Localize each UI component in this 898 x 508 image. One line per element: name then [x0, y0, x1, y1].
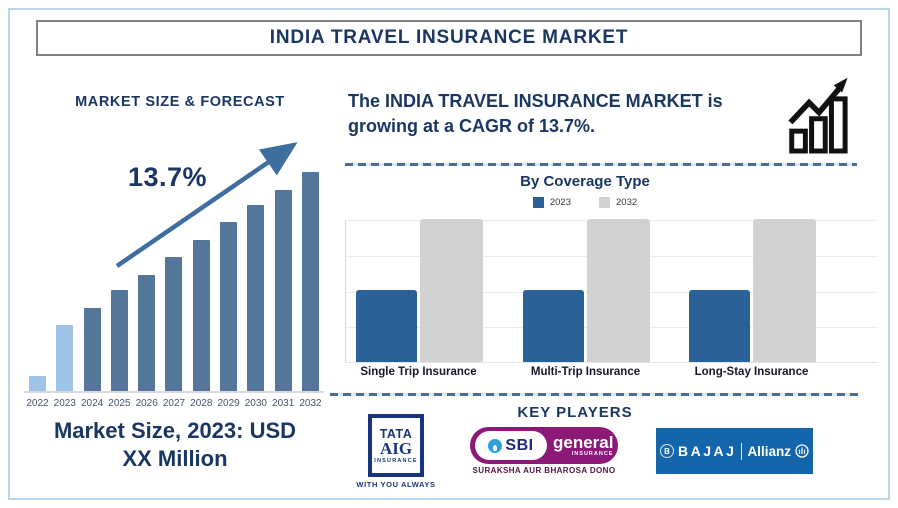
coverage-chart-title: By Coverage Type [520, 173, 650, 190]
forecast-year-label: 2028 [190, 398, 213, 409]
coverage-group [356, 219, 483, 362]
forecast-bar-slot [79, 120, 106, 391]
forecast-bars [24, 120, 324, 393]
forecast-year-label: 2030 [244, 398, 267, 409]
coverage-group [523, 219, 650, 362]
forecast-bar-2024 [83, 308, 101, 391]
page-title: INDIA TRAVEL INSURANCE MARKET [269, 27, 629, 48]
market-size-note: Market Size, 2023: USD XX Million [18, 417, 332, 473]
key-players-title: KEY PLAYERS [517, 404, 633, 421]
coverage-group [689, 219, 816, 362]
forecast-bar-slot [160, 120, 187, 391]
market-size-line2: XX Million [122, 446, 228, 471]
forecast-chart-title: MARKET SIZE & FORECAST [75, 94, 285, 110]
forecast-bar-slot [106, 120, 133, 391]
sbi-tagline: SURAKSHA AUR BHAROSA DONO [472, 466, 616, 475]
legend-item-2023: 2023 [532, 197, 571, 208]
headline-line2: growing at a CAGR of 13.7%. [348, 116, 596, 136]
allianz-eagle-icon [795, 444, 809, 458]
forecast-bar-slot [215, 120, 242, 391]
legend-item-2032: 2032 [599, 197, 637, 208]
forecast-bar-2023 [56, 325, 74, 391]
legend-swatch-2032-icon [599, 197, 610, 208]
forecast-bar-2025 [110, 290, 128, 391]
forecast-year-labels: 2022 2023 2024 2025 2026 2027 2028 2029 2030 2031… [24, 398, 324, 409]
allianz-wordmark: Allianz [747, 443, 791, 459]
coverage-bar-2023 [689, 290, 750, 362]
forecast-bar-2029 [220, 222, 238, 391]
coverage-category-label: Long-Stay Insurance [694, 366, 809, 378]
legend-swatch-2023-icon [532, 197, 544, 208]
forecast-year-label: 2026 [135, 398, 158, 409]
bajaj-allianz-logo: B BAJAJ Allianz [656, 428, 813, 474]
tata-logo-line1: TATA [379, 426, 413, 441]
tata-logo-line2: AIG [379, 438, 413, 458]
forecast-year-label: 2023 [53, 398, 76, 409]
forecast-year-label: 2025 [108, 398, 131, 409]
sbi-keyhole-icon [488, 438, 503, 453]
legend-label-2023: 2023 [549, 197, 571, 208]
forecast-bar-2027 [165, 257, 183, 391]
coverage-bar-2023 [523, 290, 584, 362]
tata-aig-logo: TATA AIG INSURANCE [368, 414, 424, 477]
forecast-year-label: 2022 [26, 398, 49, 409]
forecast-bar-2031 [274, 190, 292, 391]
bajaj-wordmark: BAJAJ [678, 443, 737, 459]
forecast-year-label: 2029 [217, 398, 240, 409]
sbi-abbr: SBI [505, 436, 534, 454]
coverage-legend: 2023 2032 [345, 197, 825, 208]
forecast-year-label: 2032 [299, 398, 322, 409]
coverage-bar-2032 [420, 219, 483, 362]
forecast-year-label: 2031 [272, 398, 295, 409]
sbi-word-general: general [553, 432, 614, 452]
cagr-annotation: 13.7% [128, 162, 208, 192]
coverage-bar-2032 [587, 219, 650, 362]
coverage-bar-2023 [356, 290, 417, 362]
forecast-bar-slot [270, 120, 297, 391]
forecast-year-label: 2027 [162, 398, 186, 409]
forecast-bar-2028 [192, 240, 210, 391]
forecast-bar-2026 [138, 275, 156, 391]
title-box: INDIA TRAVEL INSURANCE MARKET [36, 20, 862, 56]
headline: The INDIA TRAVEL INSURANCE MARKET is gro… [348, 89, 793, 139]
coverage-category-label: Single Trip Insurance [360, 366, 477, 378]
coverage-bar-2032 [753, 219, 816, 362]
forecast-bar-slot [188, 120, 215, 391]
growth-chart-icon [788, 77, 848, 154]
coverage-category-labels: Single Trip Insurance Multi-Trip Insuranc… [345, 366, 878, 382]
forecast-bar-slot [297, 120, 324, 391]
outer-frame [8, 8, 890, 500]
coverage-category-label: Multi-Trip Insurance [530, 366, 641, 378]
tata-tagline: WITH YOU ALWAYS [356, 480, 436, 489]
forecast-bar-2022 [29, 376, 46, 391]
tata-logo-line3: INSURANCE [374, 457, 418, 464]
trend-arrow-icon [115, 142, 298, 268]
sbi-wordmark: general INSURANCE [553, 432, 614, 457]
forecast-bar-slot [242, 120, 269, 391]
sbi-word-insurance: INSURANCE [571, 450, 614, 457]
forecast-year-label: 2024 [80, 398, 104, 409]
bajaj-divider [741, 442, 743, 460]
bajaj-b-icon: B [660, 444, 675, 458]
sbi-general-logo: SBI general INSURANCE [470, 427, 618, 464]
sbi-inner-pill: SBI [475, 431, 547, 460]
forecast-bar-2032 [301, 172, 319, 391]
forecast-bar-2030 [247, 205, 265, 391]
dashed-separator-bottom [330, 393, 858, 396]
market-size-line1: Market Size, 2023: USD [53, 418, 297, 443]
dashed-separator-top [345, 163, 857, 166]
forecast-bar-slot [51, 120, 78, 391]
forecast-bar-slot [133, 120, 160, 391]
coverage-plot [345, 219, 878, 363]
legend-label-2032: 2032 [616, 197, 638, 208]
forecast-bar-slot [24, 120, 51, 391]
headline-line1: The INDIA TRAVEL INSURANCE MARKET is [348, 91, 723, 111]
